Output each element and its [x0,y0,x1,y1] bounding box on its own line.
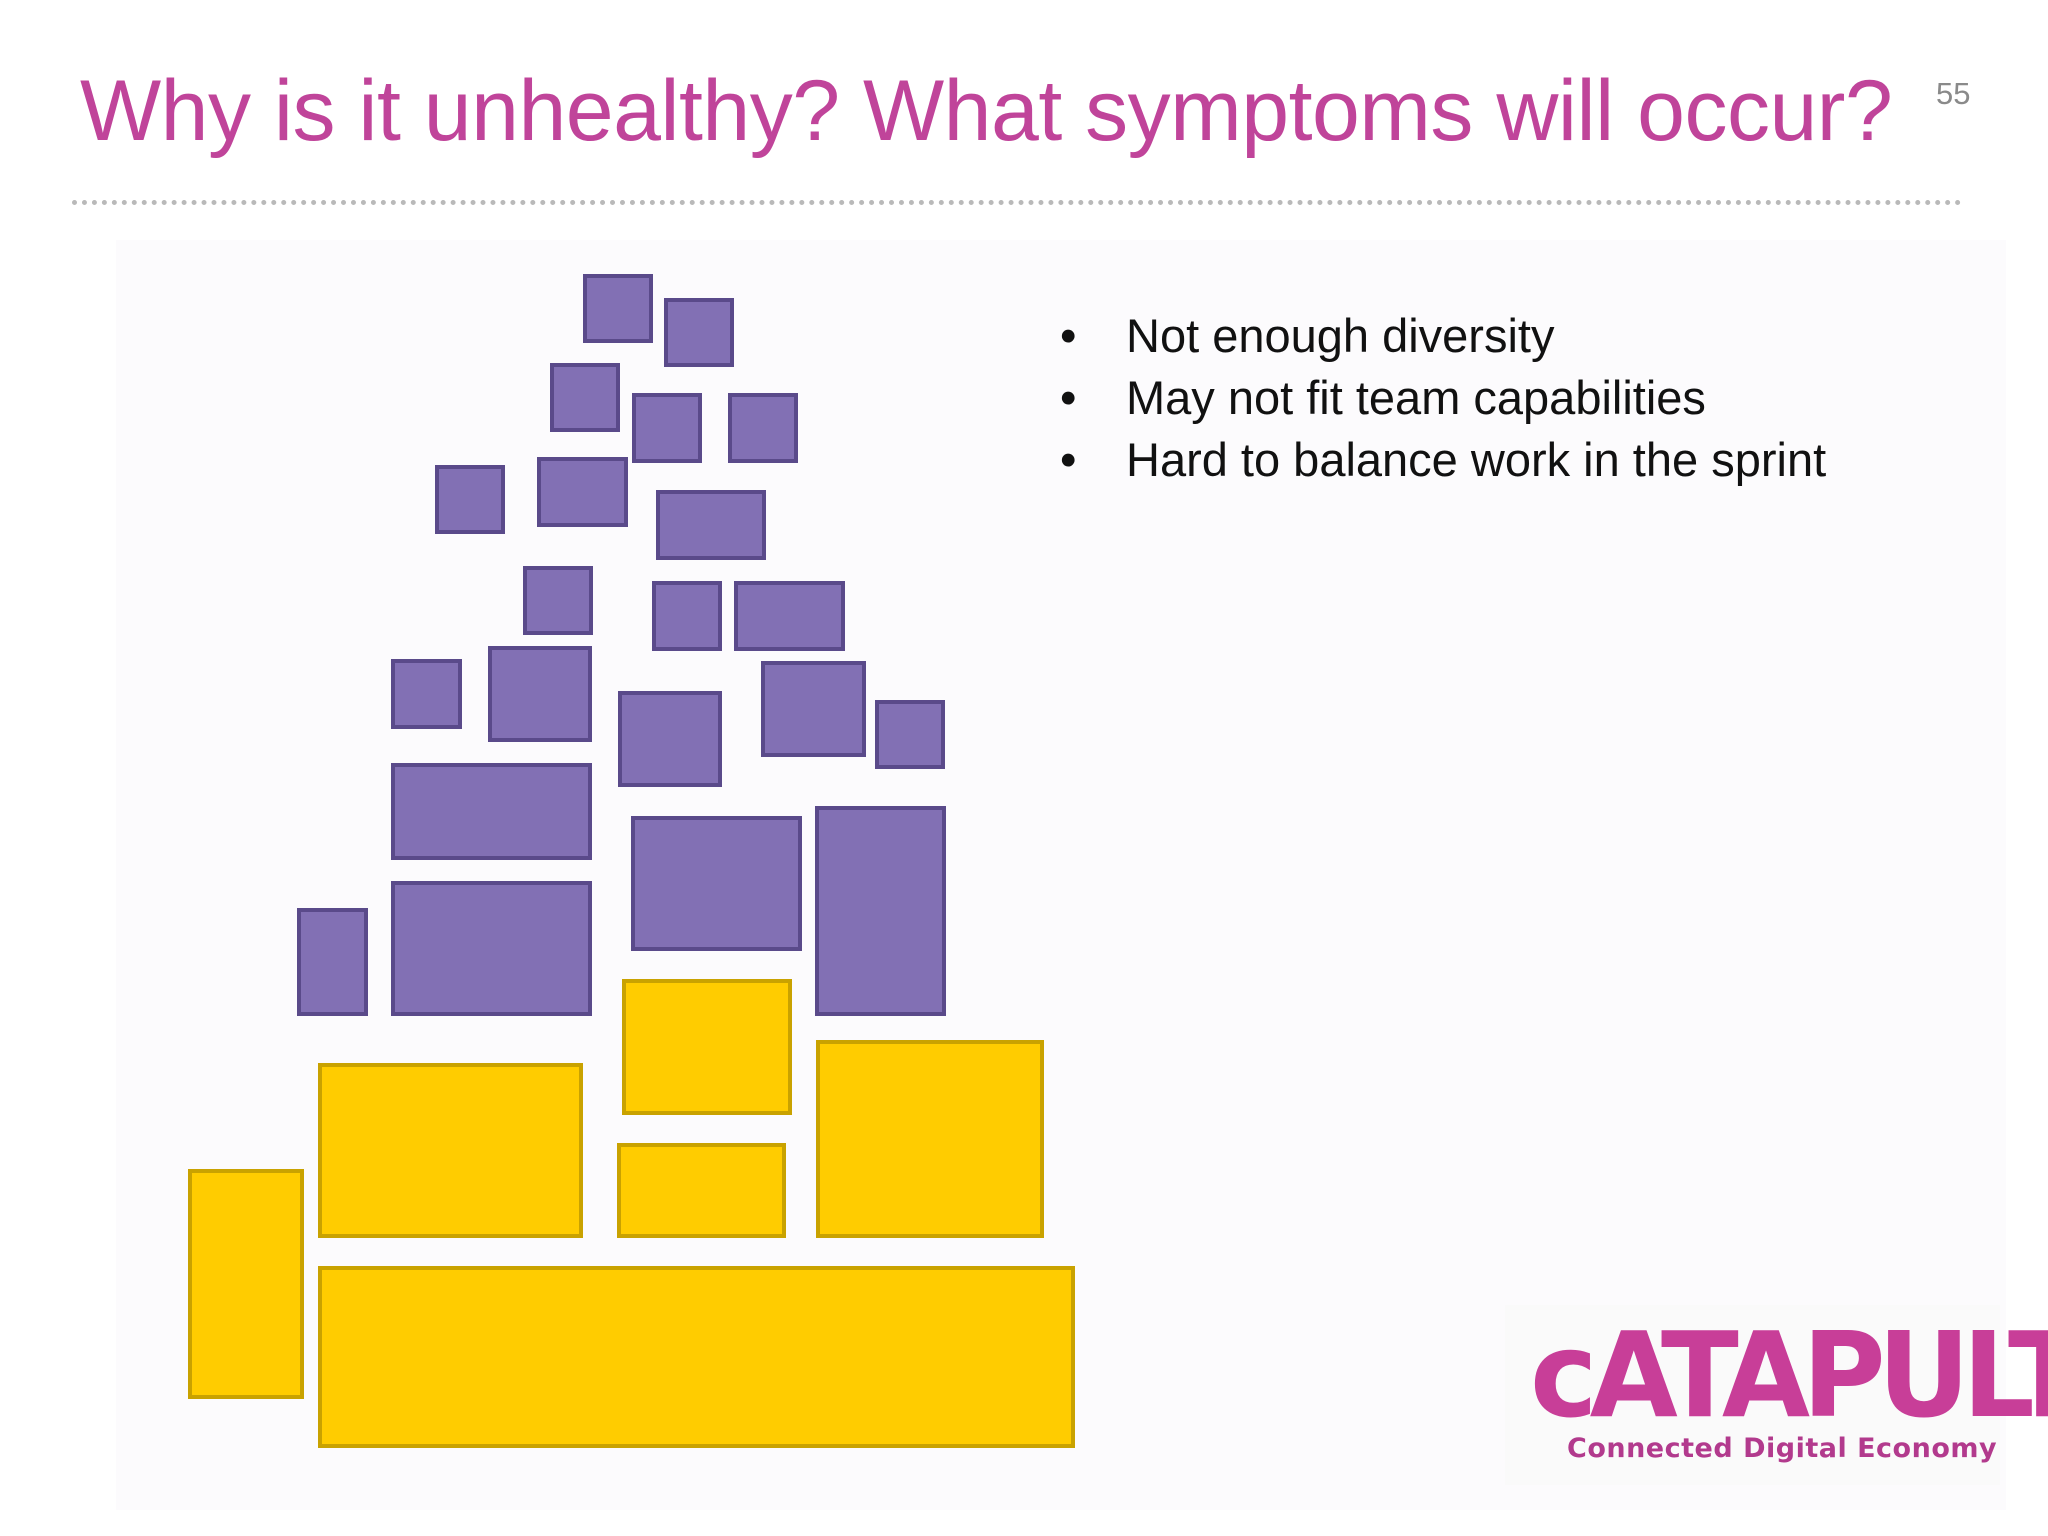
yellow-blocks [188,979,1075,1448]
purple-block [815,806,946,1016]
purple-block [391,763,592,860]
bullet-dot: • [1060,433,1077,486]
bullet-item: • Hard to balance work in the sprint [1060,429,1826,491]
purple-block [618,691,722,787]
purple-block [734,581,845,651]
purple-block [761,661,866,757]
yellow-block [188,1169,304,1399]
bullet-text: Not enough diversity [1126,309,1555,362]
bullet-item: • Not enough diversity [1060,305,1826,367]
purple-blocks [297,274,946,1016]
bullet-list: • Not enough diversity • May not fit team … [1060,305,1826,491]
bullet-text: May not fit team capabilities [1126,371,1706,424]
purple-block [728,393,798,463]
catapult-logo: cATAPULT Connected Digital Economy [1505,1305,2048,1485]
logo-wordmark: cATAPULT [1530,1307,2048,1444]
purple-block [523,566,593,635]
title-divider [72,200,1962,205]
logo-tagline: Connected Digital Economy [1567,1433,1998,1464]
slide-title: Why is it unhealthy? What symptoms will … [80,63,1893,159]
purple-block [875,700,945,769]
purple-block [391,881,592,1016]
yellow-block [318,1266,1075,1448]
bullet-text: Hard to balance work in the sprint [1126,433,1827,486]
bullet-item: • May not fit team capabilities [1060,367,1826,429]
yellow-block [318,1063,583,1238]
purple-block [537,457,628,527]
purple-block [631,816,802,951]
yellow-block [617,1143,786,1238]
purple-block [435,465,505,534]
purple-block [652,581,722,651]
bullet-dot: • [1060,309,1077,362]
purple-block [297,908,368,1016]
purple-block [550,363,620,432]
slide-number: 55 [1936,76,1971,111]
purple-block [656,490,766,560]
purple-block [632,393,702,463]
yellow-block [622,979,792,1115]
purple-block [488,646,592,742]
purple-block [664,298,734,367]
purple-block [583,274,653,343]
yellow-block [816,1040,1044,1238]
bullet-dot: • [1060,371,1077,424]
purple-block [391,659,462,729]
